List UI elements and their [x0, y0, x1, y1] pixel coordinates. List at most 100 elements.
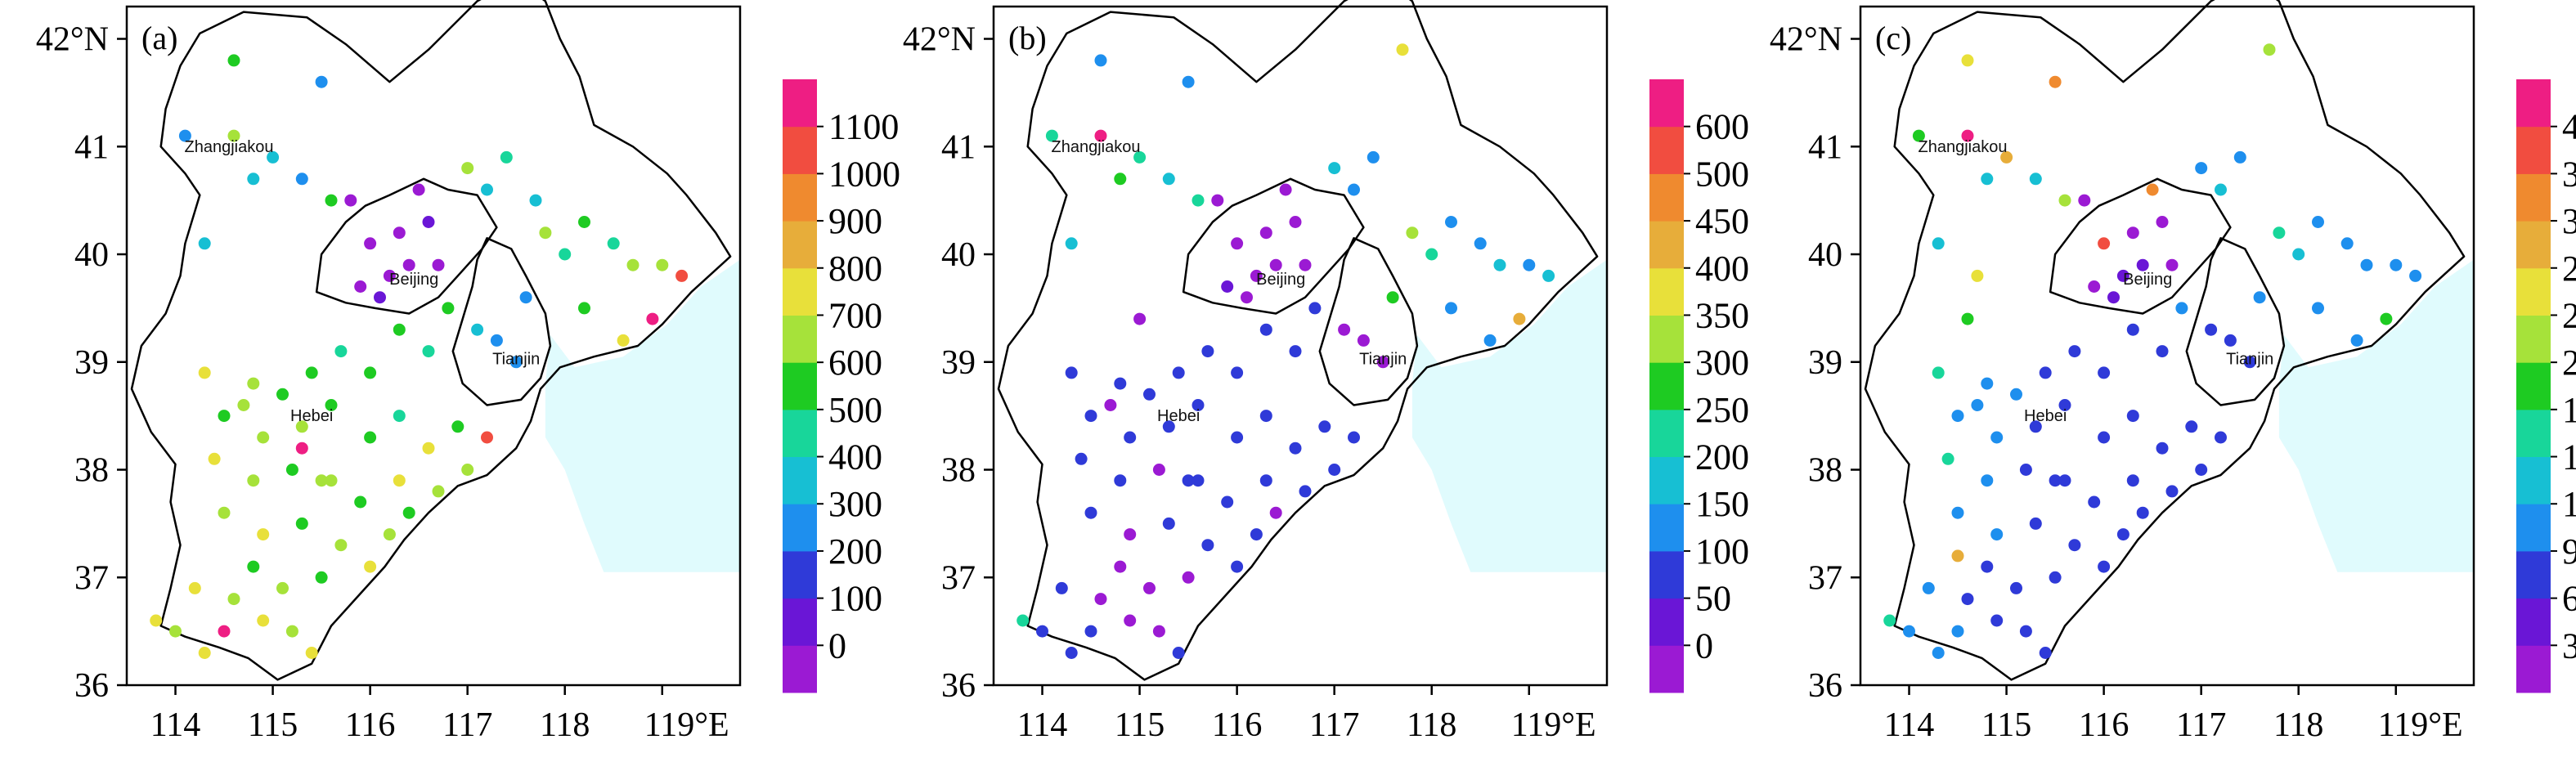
- station-point: [1065, 237, 1078, 250]
- station-point: [1308, 302, 1322, 315]
- colorbar-segment: [783, 456, 817, 504]
- station-point: [1289, 442, 1302, 455]
- station-point: [1094, 54, 1107, 67]
- station-point: [1114, 377, 1127, 390]
- station-point: [1493, 258, 1506, 271]
- station-point: [1289, 345, 1302, 358]
- station-point: [1289, 216, 1302, 228]
- city-label-tianjin: Tianjin: [1359, 350, 1407, 368]
- station-point: [1259, 474, 1272, 487]
- station-point: [1182, 474, 1195, 487]
- station-point: [1094, 129, 1107, 142]
- hebei-boundary: [130, 0, 732, 681]
- station-point: [1143, 388, 1156, 401]
- beijing-boundary: [2049, 177, 2232, 315]
- station-point: [364, 237, 377, 250]
- station-point: [1084, 410, 1097, 423]
- station-point: [675, 269, 689, 282]
- station-point: [1376, 356, 1389, 369]
- x-tick-label: 119°E: [2378, 706, 2463, 744]
- station-point: [1269, 258, 1282, 271]
- y-tick-label: 38: [74, 452, 109, 490]
- station-point: [198, 237, 211, 250]
- station-point: [2039, 647, 2052, 659]
- station-point: [471, 323, 484, 336]
- station-point: [626, 258, 640, 271]
- station-point: [1231, 237, 1244, 250]
- station-point: [1951, 506, 1964, 519]
- station-point: [2126, 474, 2139, 487]
- colorbar-segment: [1649, 221, 1684, 269]
- station-point: [1065, 647, 1078, 659]
- station-point: [237, 399, 250, 411]
- station-point: [2243, 356, 2256, 369]
- station-point: [2058, 474, 2071, 487]
- colorbar-tick-label: 1500: [2562, 437, 2576, 477]
- station-point: [285, 464, 298, 476]
- colorbar-segment: [783, 550, 817, 599]
- station-point: [334, 539, 348, 552]
- station-point: [1971, 269, 1984, 282]
- colorbar-segment: [2516, 221, 2551, 269]
- colorbar-tick-label: 1800: [2562, 390, 2576, 430]
- station-point: [1143, 581, 1156, 594]
- colorbar-segment: [2516, 645, 2551, 693]
- colorbar-tick-label: 100: [1695, 531, 1749, 572]
- colorbar-segment: [1649, 126, 1684, 174]
- station-point: [490, 334, 503, 347]
- station-point: [247, 560, 260, 573]
- colorbar-tick-label: 250: [1695, 390, 1749, 430]
- station-point: [2107, 291, 2120, 304]
- colorbar-segment: [1649, 267, 1684, 316]
- colorbar-segment: [1649, 550, 1684, 599]
- station-point: [295, 420, 308, 433]
- station-point: [2098, 237, 2111, 250]
- station-point: [2098, 366, 2111, 379]
- station-point: [2049, 75, 2062, 88]
- colorbar-tick-label: 300: [2562, 625, 2576, 666]
- station-point: [325, 194, 338, 207]
- station-point: [364, 366, 377, 379]
- station-point: [1523, 258, 1536, 271]
- station-point: [1055, 581, 1068, 594]
- station-point: [267, 150, 280, 164]
- map-frame: [992, 5, 1609, 687]
- station-point: [2000, 150, 2013, 164]
- station-point: [2068, 345, 2081, 358]
- station-point: [422, 442, 435, 455]
- x-tick-label: 119°E: [1511, 706, 1596, 744]
- station-point: [325, 474, 338, 487]
- x-tick-label: 114: [150, 706, 200, 744]
- station-point: [1016, 614, 1030, 627]
- station-point: [2146, 183, 2159, 196]
- y-tick-label: 42°N: [903, 21, 976, 59]
- colorbar-tick-label: 100: [828, 579, 882, 619]
- station-point: [1357, 334, 1370, 347]
- station-point: [1279, 183, 1292, 196]
- station-point: [1951, 549, 1964, 563]
- colorbar-segment: [783, 315, 817, 363]
- station-point: [2098, 431, 2111, 444]
- station-point: [2029, 173, 2042, 186]
- station-point: [1932, 237, 1945, 250]
- city-label-tianjin: Tianjin: [492, 350, 540, 368]
- station-point: [2165, 485, 2179, 498]
- station-point: [1338, 323, 1351, 336]
- station-point: [1961, 54, 1974, 67]
- x-tick-label: 114: [1017, 706, 1067, 744]
- colorbar-segment: [783, 645, 817, 693]
- station-point: [2116, 528, 2129, 541]
- station-point: [2195, 162, 2208, 175]
- station-point: [2126, 226, 2139, 240]
- colorbar-segment: [2516, 598, 2551, 646]
- colorbar-tick-label: 900: [2562, 531, 2576, 572]
- station-point: [1981, 377, 1994, 390]
- station-point: [578, 216, 590, 228]
- station-point: [2380, 312, 2393, 325]
- tianjin-boundary: [451, 237, 552, 406]
- station-point: [188, 581, 201, 594]
- station-point: [402, 258, 415, 271]
- station-point: [1231, 560, 1244, 573]
- station-point: [1133, 312, 1147, 325]
- hebei-boundary: [997, 0, 1599, 681]
